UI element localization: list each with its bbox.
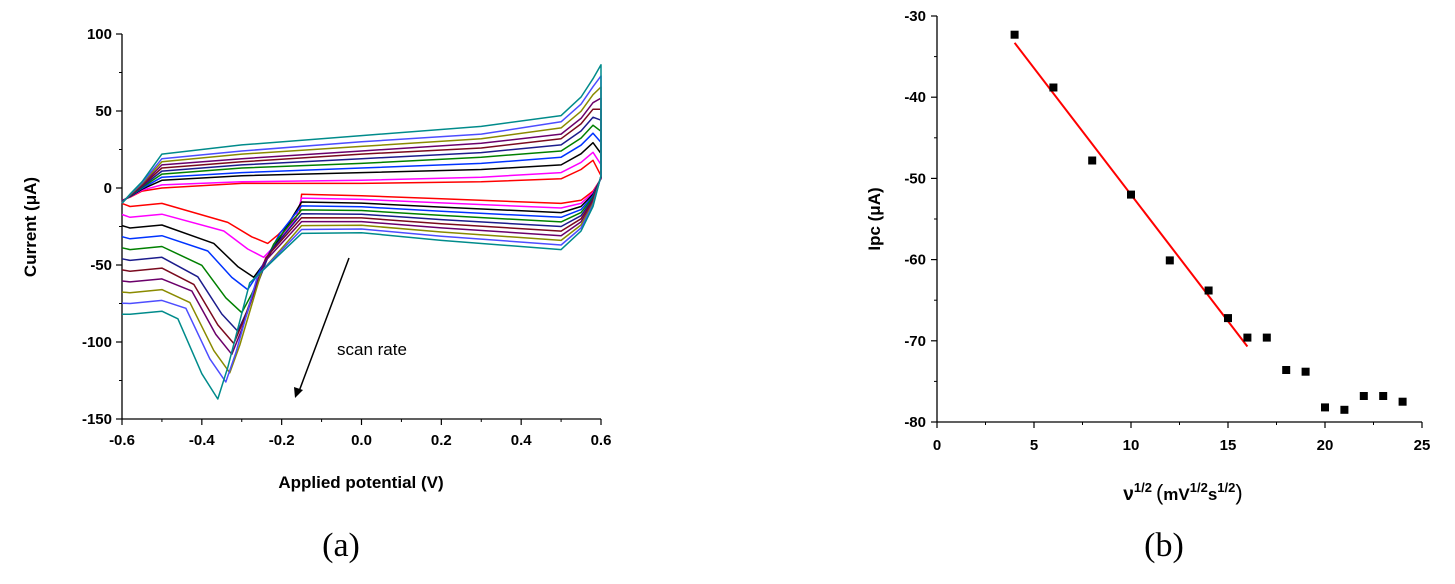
scan-rate-arrowhead: [294, 387, 303, 398]
data-point-2: [1049, 83, 1058, 92]
y-tick-label-b: -80: [904, 414, 926, 431]
data-point-4: [1127, 190, 1135, 199]
data-point-12: [1321, 403, 1329, 412]
data-point-1: [1010, 30, 1019, 39]
panel-label-b: (b): [1144, 527, 1184, 564]
ticks-b: 0 5 10 15 20 25 -80 -70 -60 -50 -40 -30: [904, 8, 1430, 454]
x-tick-label-a: 0.6: [591, 432, 612, 449]
cv-curve-4: [121, 132, 602, 291]
x-tick-label-a: 0.4: [511, 432, 533, 449]
y-tick-label-a: 100: [87, 26, 112, 43]
cv-curve-5: [121, 124, 602, 314]
cv-curve-6: [121, 116, 602, 332]
data-point-15: [1379, 392, 1388, 400]
data-point-6: [1204, 286, 1213, 295]
data-point-9: [1262, 333, 1271, 342]
cv-curve-1: [121, 159, 602, 245]
x-tick-label-b: 25: [1414, 437, 1431, 454]
scan-rate-annotation: scan rate: [337, 340, 407, 359]
x-axis-label-a: Applied potential (V): [278, 473, 443, 492]
y-tick-label-b: -40: [904, 89, 926, 106]
x-label-unit-exp1: 1/2: [1190, 480, 1208, 495]
x-tick-label-b: 0: [933, 437, 941, 454]
cv-curve-8: [121, 97, 602, 356]
data-point-5: [1165, 256, 1174, 265]
x-tick-label-a: 0.2: [431, 432, 452, 449]
y-axis-label-b: Ipc (μA): [865, 187, 884, 250]
x-tick-label-b: 15: [1220, 437, 1237, 454]
x-tick-label-a: -0.6: [109, 432, 135, 449]
data-point-3: [1088, 156, 1097, 165]
y-tick-label-a: 0: [104, 180, 112, 197]
y-tick-label-b: -70: [904, 333, 926, 350]
cv-curve-2: [121, 151, 602, 259]
cv-curves: [121, 64, 602, 400]
y-tick-label-b: -30: [904, 8, 926, 25]
data-point-7: [1224, 314, 1232, 323]
x-tick-label-a: -0.4: [189, 432, 216, 449]
x-tick-label-b: 20: [1317, 437, 1334, 454]
data-point-14: [1359, 392, 1368, 400]
y-tick-label-a: 50: [95, 103, 112, 120]
ticks-a: -0.6 -0.4 -0.2 0.0 0.2 0.4 0.6 -150 -100 -50 0 50 10…: [82, 26, 611, 449]
data-point-16: [1398, 397, 1407, 406]
data-point-13: [1340, 405, 1349, 414]
cv-curve-9: [121, 86, 602, 374]
x-tick-label-b: 5: [1030, 437, 1038, 454]
y-tick-label-b: -60: [904, 252, 926, 269]
panel-b: 0 5 10 15 20 25-80-70-60-50-40-30 ν1/2 (mV1/2s…: [865, 8, 1430, 564]
y-tick-label-a: -150: [82, 411, 112, 428]
cv-curve-10: [121, 75, 602, 383]
cv-curve-11: [121, 64, 602, 400]
data-point-8: [1243, 333, 1252, 342]
x-axis-label-b: ν1/2 (mV1/2s1/2): [1123, 480, 1242, 505]
cv-curve-7: [121, 108, 602, 345]
x-tick-label-a: 0.0: [351, 432, 372, 449]
y-tick-label-a: -100: [82, 334, 112, 351]
x-label-paren-close: ): [1235, 480, 1242, 505]
scan-rate-arrow: [297, 257, 350, 395]
x-label-unit-s: s: [1208, 485, 1217, 504]
data-point-10: [1282, 366, 1291, 374]
x-tick-label-b: 10: [1123, 437, 1140, 454]
cv-curve-3: [121, 141, 602, 279]
y-tick-label-b: -50: [904, 170, 926, 187]
x-label-unit-exp2: 1/2: [1217, 480, 1235, 495]
x-label-base: ν: [1123, 484, 1134, 505]
panel-label-a: (a): [322, 527, 360, 564]
x-label-paren-open: (: [1156, 480, 1164, 505]
scatter-points: [1010, 30, 1407, 414]
panel-a: -0.6 -0.4 -0.2 0.0 0.2 0.4 0.6 -150 -100 -50 0 50 10…: [21, 26, 611, 564]
data-point-11: [1301, 367, 1310, 376]
y-tick-label-a: -50: [90, 257, 112, 274]
x-label-exp: 1/2: [1134, 480, 1152, 495]
y-axis-label-a: Current (μA): [21, 177, 40, 277]
x-label-unit-mv: mV: [1163, 485, 1190, 504]
x-tick-label-a: -0.2: [269, 432, 295, 449]
